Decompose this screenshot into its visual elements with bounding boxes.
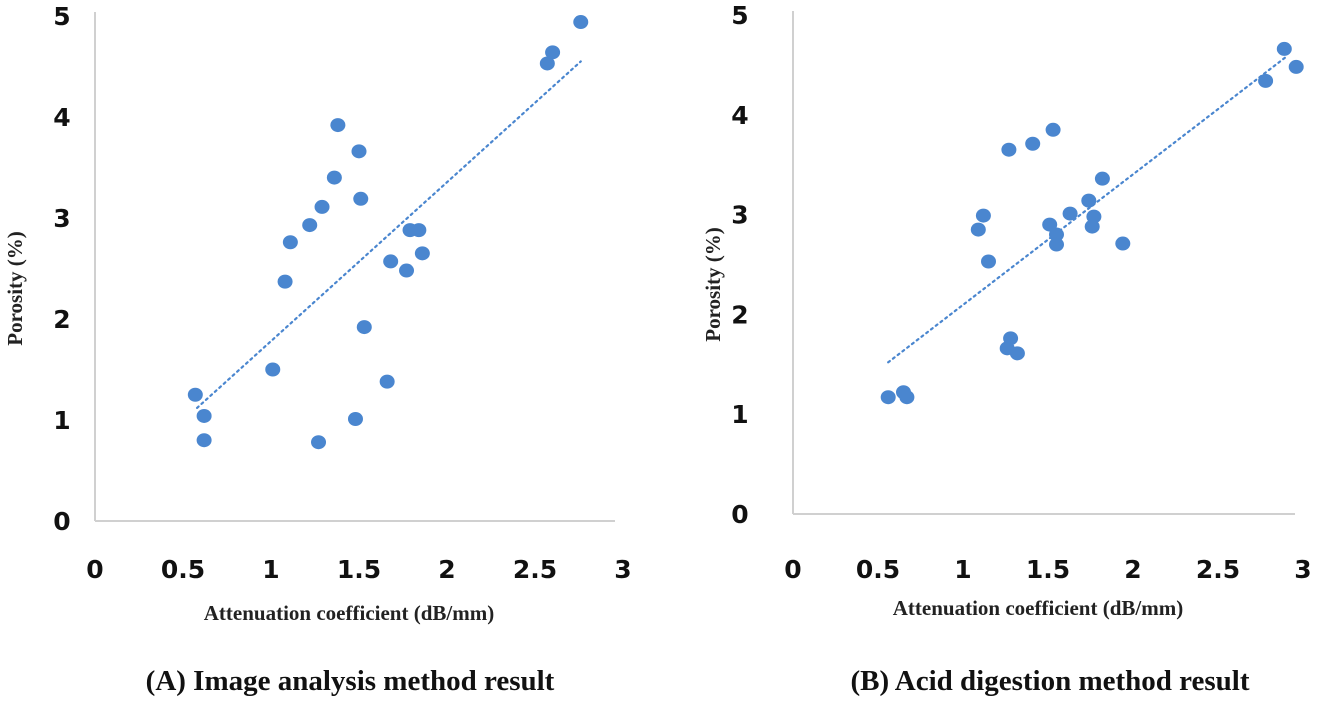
data-point (326, 170, 342, 185)
data-point (1258, 73, 1274, 88)
y-tick-label: 3 (53, 204, 70, 233)
y-tick-label: 5 (53, 2, 70, 31)
data-point (1094, 171, 1110, 186)
data-point (539, 56, 555, 71)
y-tick-label: 0 (731, 500, 748, 529)
data-point (379, 374, 395, 389)
data-point (1081, 193, 1097, 208)
data-point (282, 235, 298, 250)
data-point (314, 199, 330, 214)
data-point (573, 15, 589, 30)
data-point (302, 218, 318, 233)
trendline (195, 60, 582, 409)
y-axis-title: Porosity (%) (3, 231, 27, 346)
x-axis-title: Attenuation coefficient (dB/mm) (204, 601, 494, 625)
x-tick-label: 1 (262, 555, 279, 584)
x-tick-label: 0 (86, 555, 103, 584)
scatter-chart-a: 0 1 2 3 4 5 0 0.5 1 1.5 2 2.5 3 Attenuation coefficie… (3, 2, 632, 697)
data-point (187, 387, 203, 402)
data-point (1009, 346, 1025, 361)
data-point (1115, 236, 1131, 251)
data-point (347, 411, 363, 426)
chart-panel-b: 0 1 2 3 4 5 0 0.5 1 1.5 2 2.5 3 Attenuation coefficie… (660, 0, 1323, 701)
data-point (1001, 142, 1017, 157)
y-tick-label: 2 (731, 300, 748, 329)
x-tick-label: 2 (438, 555, 455, 584)
data-point (351, 144, 367, 159)
data-point (1049, 237, 1064, 252)
x-tick-label: 0.5 (856, 555, 900, 584)
data-point (1062, 206, 1078, 221)
y-tick-label: 1 (53, 406, 70, 435)
y-tick-label: 4 (731, 101, 748, 130)
data-point (1045, 122, 1061, 137)
data-point (1084, 219, 1100, 234)
x-tick-label: 3 (614, 555, 631, 584)
data-point (196, 408, 212, 423)
scatter-chart-b: 0 1 2 3 4 5 0 0.5 1 1.5 2 2.5 3 Attenuation coefficie… (701, 1, 1312, 697)
y-tick-label: 0 (53, 507, 70, 536)
x-tick-label: 1.5 (1026, 555, 1070, 584)
chart-caption: (A) Image analysis method result (146, 665, 555, 697)
x-tick-label: 3 (1294, 555, 1311, 584)
x-tick-label: 0 (784, 555, 801, 584)
trendline (887, 55, 1288, 364)
data-point (277, 274, 293, 289)
x-tick-label: 2.5 (513, 555, 557, 584)
chart-caption: (B) Acid digestion method result (850, 665, 1249, 697)
data-point (265, 362, 281, 377)
x-tick-label: 2.5 (1196, 555, 1240, 584)
y-tick-label: 2 (53, 305, 70, 334)
x-tick-label: 1 (954, 555, 971, 584)
data-point (353, 191, 369, 206)
data-point (383, 254, 399, 269)
y-tick-label: 3 (731, 201, 748, 230)
data-point (545, 45, 561, 60)
y-tick-label: 5 (731, 1, 748, 30)
y-tick-label: 4 (53, 103, 70, 132)
x-tick-label: 2 (1124, 555, 1141, 584)
data-point (899, 390, 915, 405)
data-point (311, 435, 327, 450)
data-point (970, 222, 986, 237)
data-point (356, 320, 372, 335)
data-point (1276, 41, 1292, 56)
data-point (196, 433, 212, 448)
y-axis-title: Porosity (%) (701, 227, 725, 342)
x-tick-label: 0.5 (161, 555, 205, 584)
data-point (975, 208, 991, 223)
data-point (414, 246, 430, 261)
data-point (1049, 227, 1064, 242)
data-point (1288, 59, 1304, 74)
chart-panel-a: 0 1 2 3 4 5 0 0.5 1 1.5 2 2.5 3 Attenuation coefficie… (0, 0, 660, 701)
data-point (330, 118, 346, 133)
data-point (880, 390, 896, 405)
data-point (399, 263, 415, 278)
data-point (981, 254, 996, 269)
x-tick-label: 1.5 (337, 555, 381, 584)
y-tick-label: 1 (731, 400, 748, 429)
x-axis-title: Attenuation coefficient (dB/mm) (893, 596, 1183, 620)
data-point (1042, 217, 1058, 232)
data-point (402, 223, 418, 238)
data-point (1025, 136, 1041, 151)
